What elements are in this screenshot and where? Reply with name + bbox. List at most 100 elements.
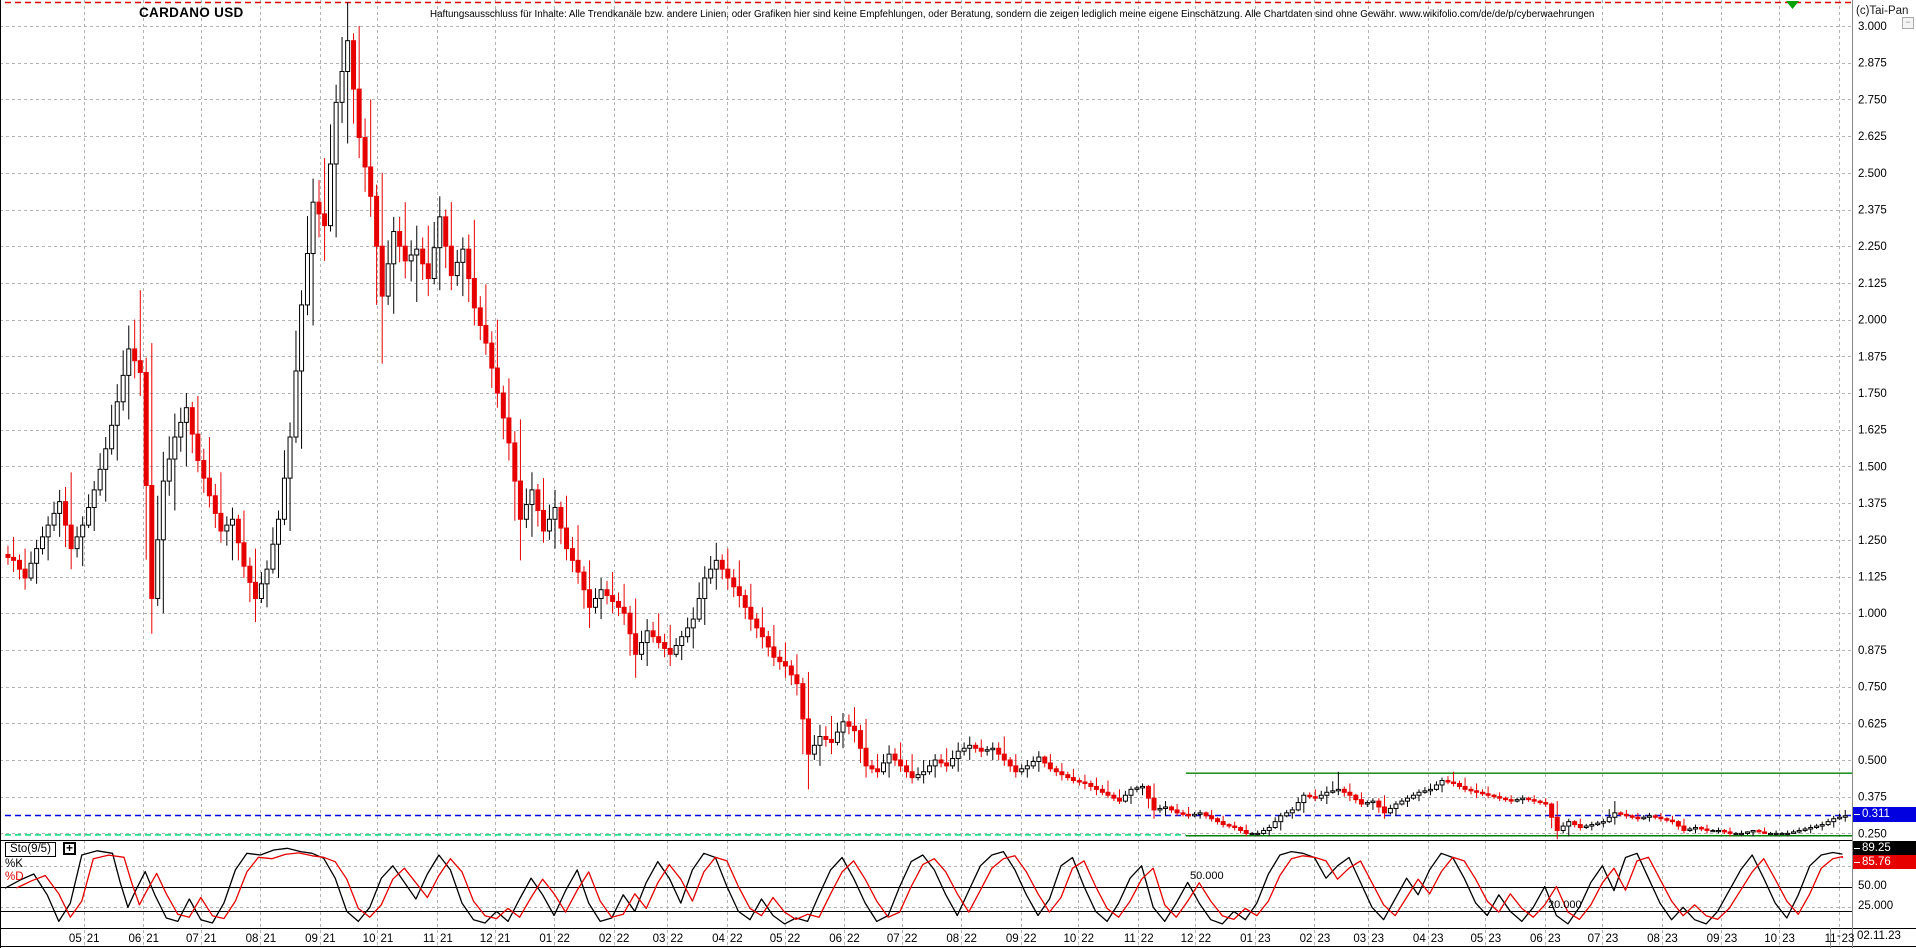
candle [1070, 777, 1076, 782]
month-tick-label: 22 [557, 933, 570, 945]
candle [241, 542, 247, 567]
stochastic-lines [4, 847, 1844, 925]
candle [1480, 791, 1486, 795]
candle [592, 598, 598, 608]
candle [961, 747, 967, 752]
candle [183, 407, 189, 423]
candle [1768, 832, 1774, 836]
candle [1560, 825, 1566, 831]
month-tick-label: 23 [1842, 933, 1855, 945]
candle [1503, 797, 1509, 801]
candle [1116, 797, 1122, 802]
candle [1779, 832, 1785, 836]
price-tick-label: 2.625 [1858, 131, 1887, 143]
candle [1721, 829, 1727, 833]
sto-add-icon[interactable]: + [63, 842, 76, 855]
candle [736, 586, 742, 597]
candle [1007, 759, 1013, 767]
month-tick-label: 21 [204, 933, 217, 945]
candle [109, 424, 115, 450]
candle [529, 489, 535, 506]
month-tick-label: 12 [1181, 933, 1194, 945]
candle [1381, 806, 1387, 814]
candle [1566, 821, 1572, 827]
candle [45, 524, 51, 538]
candle [506, 417, 512, 444]
month-tick-label: 10 [1764, 933, 1777, 945]
month-tick-label: 23 [1724, 933, 1737, 945]
month-tick-label: 21 [498, 933, 511, 945]
candle [569, 548, 575, 561]
candle [1312, 796, 1318, 799]
price-tick-label: 0.250 [1858, 828, 1887, 840]
candle [1358, 799, 1364, 805]
candle [339, 71, 345, 103]
candle [1831, 818, 1837, 823]
candle [1197, 812, 1203, 815]
month-tick-label: 22 [1024, 933, 1037, 945]
candle [287, 436, 293, 479]
candle [1335, 788, 1341, 792]
sto-indicator-button[interactable]: Sto(9/5) [5, 842, 56, 857]
candle [1462, 785, 1468, 790]
candle [28, 562, 34, 579]
candle [627, 612, 633, 635]
candle [1497, 796, 1503, 799]
month-tick-label: 03 [653, 933, 666, 945]
candle [454, 261, 460, 277]
candle [379, 245, 385, 297]
candle [80, 524, 86, 538]
candle [898, 759, 904, 767]
candle [650, 630, 656, 638]
month-tick-label: 22 [1081, 933, 1094, 945]
month-tick-label: 22 [730, 933, 743, 945]
candle [777, 656, 783, 663]
month-tick-label: 23 [1258, 933, 1271, 945]
candle [1773, 832, 1779, 836]
sto-axis-label-25: 25.000 [1858, 900, 1894, 912]
candle [1140, 785, 1146, 789]
month-tick-label: 23 [1317, 933, 1330, 945]
candle [1837, 816, 1843, 820]
candle [189, 407, 195, 435]
candle [1013, 765, 1019, 773]
candle [235, 518, 241, 544]
month-tick-label: 09 [305, 933, 318, 945]
candle [414, 248, 420, 256]
candle [212, 495, 218, 514]
candle [1451, 781, 1457, 784]
candle [1422, 790, 1428, 793]
candle [1220, 821, 1226, 826]
candle [679, 636, 685, 646]
candle [944, 762, 950, 767]
candle [264, 568, 270, 585]
sto-axis-label-50: 50.00 [1858, 880, 1887, 892]
candle [1289, 809, 1295, 814]
price-tick-label: 2.250 [1858, 241, 1887, 253]
candle [494, 367, 500, 394]
candle [644, 630, 650, 644]
sto-k-legend: %K [5, 858, 23, 870]
candle [132, 348, 138, 362]
grid-lines [0, 0, 1852, 947]
candle [1001, 753, 1007, 761]
price-tick-label: 2.125 [1858, 278, 1887, 290]
price-tick-label: 1.250 [1858, 535, 1887, 547]
candle [483, 324, 489, 344]
month-tick-label: 02 [599, 933, 612, 945]
candle [754, 618, 760, 629]
candle [1698, 827, 1704, 830]
candle [1151, 797, 1157, 811]
candle [1255, 832, 1261, 836]
candle [915, 774, 921, 779]
month-tick-label: 22 [617, 933, 630, 945]
candle [1526, 797, 1532, 801]
candle [1410, 794, 1416, 799]
collapse-axis-button[interactable]: − [1902, 17, 1914, 29]
candle [1416, 791, 1422, 796]
month-tick-label: 08 [246, 933, 259, 945]
candle [973, 744, 979, 749]
sto-level-label-50: 50.000 [1190, 870, 1224, 882]
